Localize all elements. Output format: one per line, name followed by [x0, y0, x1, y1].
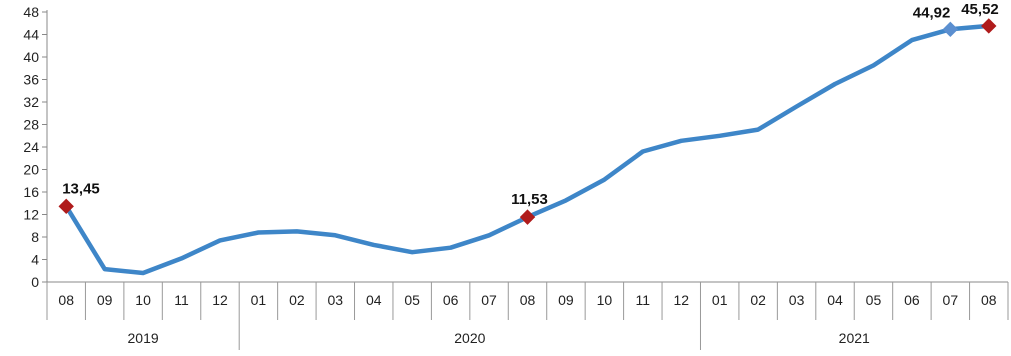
y-tick-label: 36	[23, 72, 39, 88]
data-point-marker	[981, 18, 997, 34]
data-label: 44,92	[913, 4, 951, 21]
x-axis: 08 09 10 11 12 01 02 03 04 05 06 07 08 09 10 11 12 01 02 03…	[46, 281, 1009, 350]
x-tick-label: 08	[58, 292, 74, 308]
x-tick-label: 07	[943, 292, 959, 308]
y-tick-label: 28	[23, 117, 39, 133]
x-tick-label: 06	[904, 292, 920, 308]
x-tick-label: 05	[404, 292, 420, 308]
x-tick-label: 05	[866, 292, 882, 308]
x-tick-label: 10	[597, 292, 613, 308]
x-tick-label: 02	[750, 292, 766, 308]
y-tick-label: 32	[23, 94, 39, 110]
y-tick-label: 12	[23, 207, 39, 223]
series-layer	[63, 23, 992, 276]
x-tick-label: 01	[712, 292, 728, 308]
x-tick-label: 03	[789, 292, 805, 308]
y-tick-label: 8	[31, 229, 39, 245]
x-tick-label: 04	[366, 292, 382, 308]
y-tick-label: 24	[23, 139, 39, 155]
data-point-marker	[58, 198, 74, 215]
y-tick-label: 20	[23, 162, 39, 178]
x-tick-label: 06	[443, 292, 459, 308]
data-label: 11,53	[511, 191, 548, 208]
x-tick-label: 09	[558, 292, 574, 308]
year-label: 2020	[454, 330, 485, 346]
x-tick-label: 12	[212, 292, 228, 308]
x-tick-label: 07	[481, 292, 497, 308]
x-tick-label: 04	[827, 292, 843, 308]
year-label: 2021	[839, 330, 870, 346]
data-label: 45,52	[961, 1, 999, 18]
x-tick-label: 03	[328, 292, 344, 308]
data-label: 13,45	[62, 180, 100, 197]
series-line	[63, 23, 992, 276]
x-tick-label: 11	[174, 292, 189, 308]
data-point-marker	[942, 21, 959, 38]
marker-layer: 13,45 11,53 44,92 45,52	[58, 1, 999, 225]
y-tick-label: 40	[23, 49, 39, 65]
x-tick-label: 02	[289, 292, 305, 308]
y-tick-label: 44	[23, 27, 39, 43]
y-tick-label: 0	[31, 274, 39, 290]
x-tick-label: 01	[251, 292, 267, 308]
x-tick-label: 12	[673, 292, 689, 308]
x-tick-label: 10	[135, 292, 151, 308]
data-point-marker	[519, 209, 536, 225]
x-tick-label: 09	[97, 292, 113, 308]
year-label: 2019	[128, 330, 159, 346]
x-tick-label: 08	[981, 292, 997, 308]
y-tick-label: 16	[23, 184, 39, 200]
x-tick-label: 08	[520, 292, 536, 308]
y-tick-label: 4	[31, 252, 39, 268]
y-tick-label: 48	[23, 4, 39, 20]
x-tick-label: 11	[636, 292, 651, 308]
